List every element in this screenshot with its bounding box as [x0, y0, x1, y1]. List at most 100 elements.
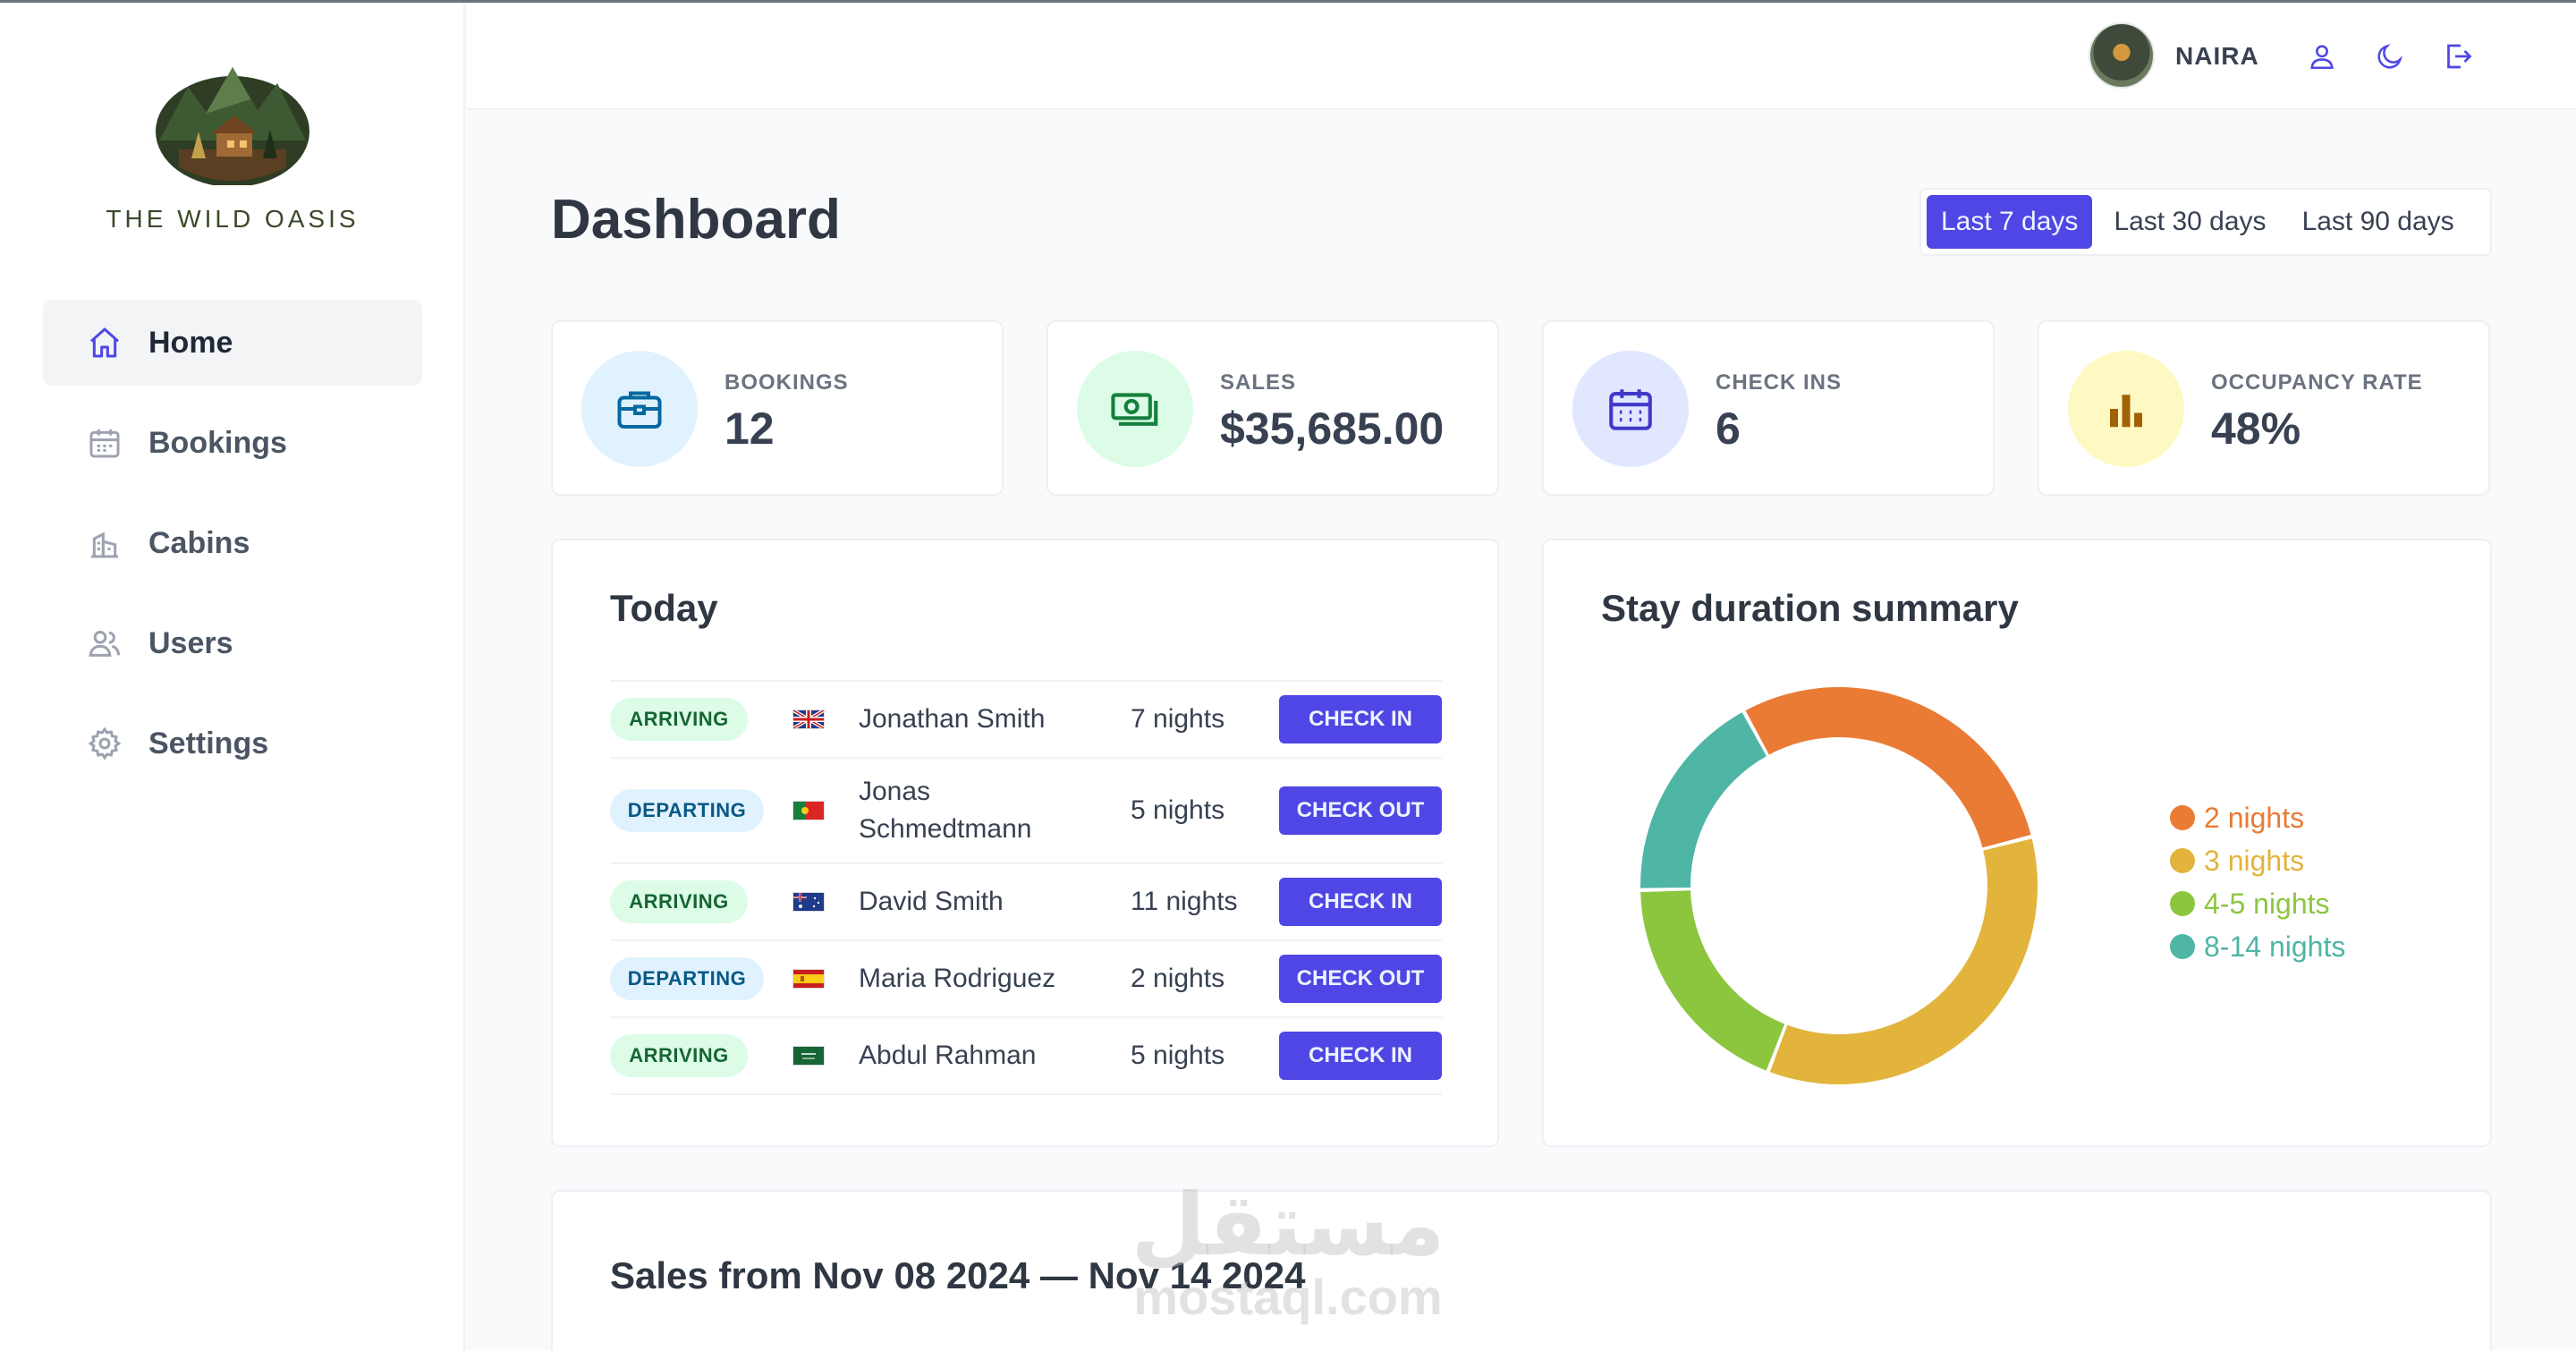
australia-flag-icon	[792, 892, 825, 912]
stay-duration-title: Stay duration summary	[1601, 587, 2019, 629]
nights-count: 2 nights	[1131, 964, 1225, 993]
legend-dot	[2170, 805, 2195, 830]
legend-dot	[2170, 934, 2195, 959]
legend-item: 2 nights	[2170, 796, 2345, 839]
filter-last-90-days[interactable]: Last 90 days	[2301, 207, 2454, 236]
status-badge: ARRIVING	[610, 880, 748, 923]
moon-icon[interactable]	[2370, 37, 2410, 76]
legend-dot	[2170, 848, 2195, 873]
brand-name: THE WILD OASIS	[106, 205, 360, 233]
calendar-icon	[86, 424, 123, 462]
sidebar-item-bookings[interactable]: Bookings	[43, 400, 422, 486]
legend-label: 3 nights	[2204, 844, 2305, 877]
stat-label: SALES	[1220, 370, 1297, 395]
uk-flag-icon	[792, 709, 826, 730]
check-out-button[interactable]: CHECK OUT	[1279, 786, 1442, 835]
window-top-border	[0, 0, 2576, 3]
guest-name: Jonathan Smith	[859, 704, 1046, 734]
brand-logo	[152, 60, 313, 187]
legend-dot	[2170, 891, 2195, 916]
legend-label: 4-5 nights	[2204, 887, 2330, 920]
legend-label: 8-14 nights	[2204, 930, 2346, 963]
sidebar-item-home[interactable]: Home	[43, 300, 422, 386]
check-in-button[interactable]: CHECK IN	[1279, 695, 1442, 743]
sidebar-item-cabins[interactable]: Cabins	[43, 500, 422, 586]
sidebar-nav: Home Bookings Cabins Users Settings	[43, 300, 422, 801]
users-icon	[86, 625, 123, 662]
legend-item: 4-5 nights	[2170, 882, 2345, 925]
today-row: ARRIVING Jonathan Smith 7 nights CHECK I…	[610, 682, 1442, 759]
legend-item: 3 nights	[2170, 839, 2345, 882]
stat-card-occupancy-rate: OCCUPANCY RATE 48%	[2038, 320, 2490, 496]
stat-label: BOOKINGS	[724, 370, 849, 395]
chart-bar-icon	[2068, 351, 2184, 467]
sales-panel: Sales from Nov 08 2024 — Nov 14 2024	[551, 1190, 2492, 1351]
avatar[interactable]	[2089, 22, 2155, 89]
today-row: ARRIVING David Smith 11 nights CHECK IN	[610, 864, 1442, 941]
sidebar-item-label: Bookings	[148, 425, 287, 460]
check-in-button[interactable]: CHECK IN	[1279, 1032, 1442, 1080]
sidebar-item-users[interactable]: Users	[43, 600, 422, 686]
stat-card-bookings: BOOKINGS 12	[551, 320, 1004, 496]
sidebar-item-label: Cabins	[148, 525, 250, 560]
logout-icon[interactable]	[2438, 37, 2478, 76]
filter-last-30-days[interactable]: Last 30 days	[2114, 207, 2267, 236]
banknotes-icon	[1077, 351, 1193, 467]
today-row: DEPARTING Maria Rodriguez 2 nights CHECK…	[610, 941, 1442, 1018]
status-badge: DEPARTING	[610, 957, 764, 1000]
stay-duration-panel: Stay duration summary 2 nights 3 nights 4-…	[1542, 539, 2492, 1147]
today-row: ARRIVING Abdul Rahman 5 nights CHECK IN	[610, 1018, 1442, 1095]
sidebar: THE WILD OASIS Home Bookings Cabins User…	[0, 3, 465, 1351]
legend-label: 2 nights	[2204, 801, 2305, 834]
stat-value: 12	[724, 404, 775, 454]
donut-slice-8-14-nights[interactable]	[1640, 712, 1767, 888]
sidebar-item-settings[interactable]: Settings	[43, 701, 422, 786]
briefcase-icon	[581, 351, 698, 467]
portugal-flag-icon	[792, 801, 825, 820]
stat-label: OCCUPANCY RATE	[2211, 370, 2423, 395]
status-badge: ARRIVING	[610, 698, 748, 741]
check-out-button[interactable]: CHECK OUT	[1279, 955, 1442, 1003]
top-header: NAIRA	[467, 3, 2576, 110]
spain-flag-icon	[792, 969, 825, 989]
date-range-filter: Last 7 days Last 30 days Last 90 days	[1919, 188, 2492, 256]
nights-count: 5 nights	[1131, 795, 1225, 825]
status-badge: DEPARTING	[610, 789, 764, 832]
donut-slice-2-nights[interactable]	[1745, 687, 2031, 848]
home-icon	[86, 324, 123, 361]
building-icon	[86, 524, 123, 562]
stat-value: $35,685.00	[1220, 404, 1445, 454]
check-in-button[interactable]: CHECK IN	[1279, 878, 1442, 926]
calendar-days-icon	[1572, 351, 1689, 467]
guest-name: Jonas Schmedtmann	[859, 777, 1032, 844]
stat-card-sales: SALES $35,685.00	[1046, 320, 1499, 496]
today-title: Today	[610, 587, 718, 629]
user-name: NAIRA	[2175, 42, 2259, 70]
today-row: DEPARTING Jonas Schmedtmann 5 nights CHE…	[610, 759, 1442, 864]
guest-name: Maria Rodriguez	[859, 964, 1056, 993]
today-panel: Today ARRIVING Jonathan Smith 7 nights C…	[551, 539, 1499, 1147]
status-badge: ARRIVING	[610, 1034, 748, 1077]
donut-slice-3-nights[interactable]	[1769, 838, 2038, 1084]
gear-icon	[86, 725, 123, 762]
stat-value: 6	[1716, 404, 1741, 454]
stat-label: CHECK INS	[1716, 370, 1843, 395]
saudi-flag-icon	[792, 1046, 825, 1066]
guest-name: Abdul Rahman	[859, 1041, 1037, 1070]
nights-count: 7 nights	[1131, 704, 1225, 734]
filter-last-7-days[interactable]: Last 7 days	[1927, 195, 2093, 249]
stat-value: 48%	[2211, 404, 2301, 454]
guest-name: David Smith	[859, 887, 1004, 916]
stat-card-check-ins: CHECK INS 6	[1542, 320, 1995, 496]
sidebar-item-label: Settings	[148, 726, 269, 760]
chart-legend: 2 nights 3 nights 4-5 nights 8-14 nights	[2170, 796, 2345, 968]
user-icon[interactable]	[2302, 37, 2342, 76]
stay-duration-donut-chart	[1640, 687, 2038, 1084]
legend-item: 8-14 nights	[2170, 925, 2345, 968]
page-title: Dashboard	[551, 189, 841, 251]
sales-title: Sales from Nov 08 2024 — Nov 14 2024	[610, 1254, 1306, 1296]
donut-slice-4-5-nights[interactable]	[1640, 890, 1785, 1071]
sidebar-item-label: Home	[148, 325, 233, 360]
today-activity-list: ARRIVING Jonathan Smith 7 nights CHECK I…	[610, 680, 1442, 1095]
nights-count: 11 nights	[1131, 887, 1238, 916]
